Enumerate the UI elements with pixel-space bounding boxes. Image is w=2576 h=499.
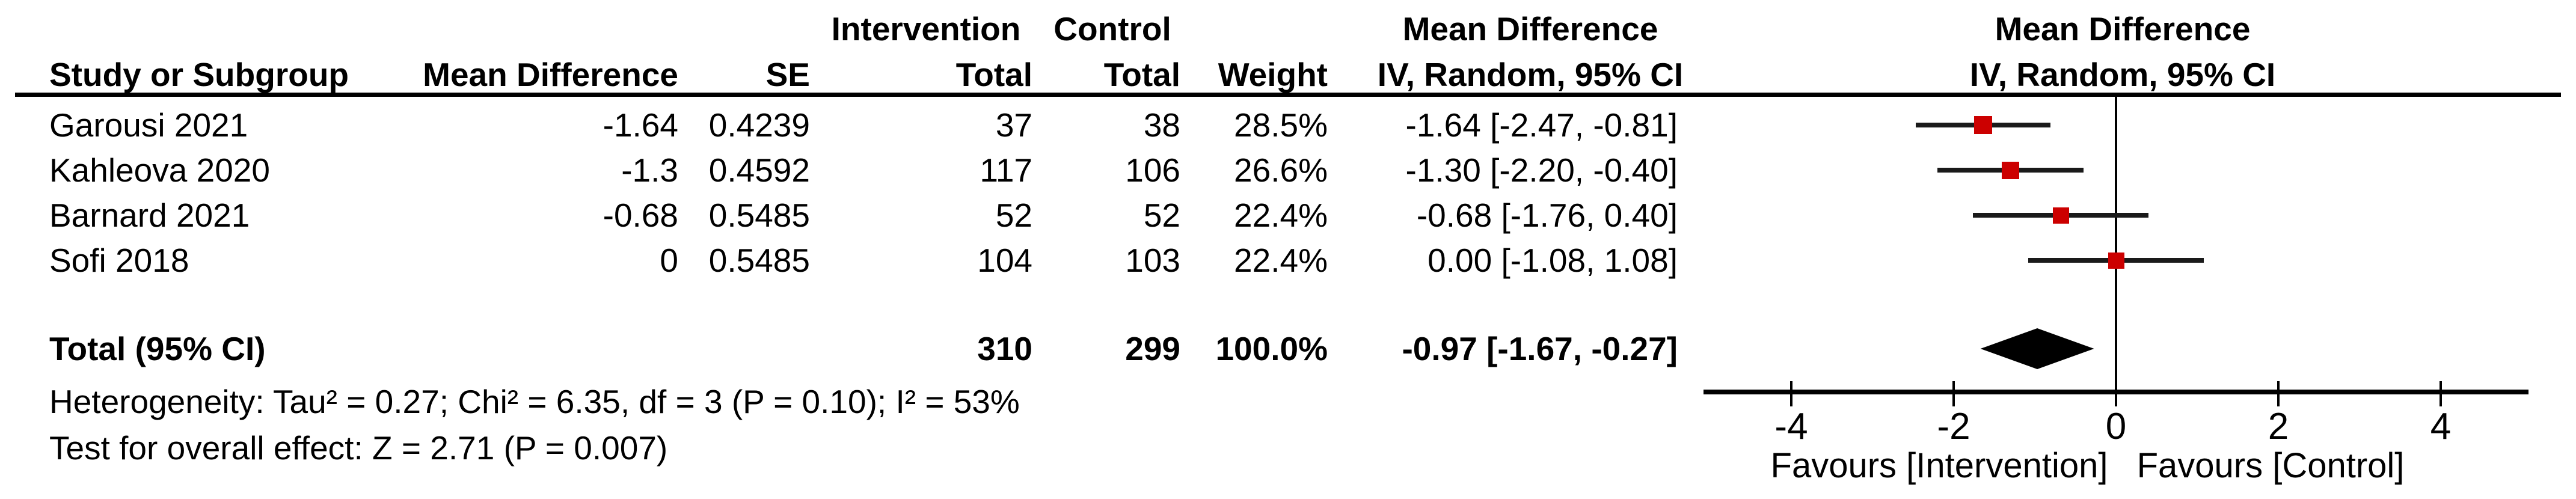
col-header-study: Study or Subgroup	[49, 56, 349, 93]
se-value: 0.5485	[708, 242, 810, 279]
table-row: Barnard 2021 -0.68 0.5485 52 52 22.4% -0…	[0, 198, 2576, 232]
col-header-se: SE	[765, 56, 810, 93]
effect-square	[2108, 252, 2124, 269]
weight-value: 22.4%	[1234, 242, 1328, 279]
col-header-intervention-total: Total	[955, 56, 1032, 93]
control-total-value: 106	[1125, 152, 1180, 189]
intervention-total-value: 117	[980, 152, 1032, 189]
se-value: 0.4239	[708, 106, 810, 144]
total-row: Total (95% CI) 310 299 100.0% -0.97 [-1.…	[0, 332, 2576, 366]
ci-value: -1.64 [-2.47, -0.81]	[1405, 106, 1678, 144]
col-header-control-total: Total	[1103, 56, 1180, 93]
weight-value: 28.5%	[1234, 106, 1328, 144]
mean-difference-value: -1.64	[603, 106, 678, 144]
effect-square	[2052, 207, 2069, 224]
col-header-iv-random-ci-text: IV, Random, 95% CI	[1377, 56, 1684, 93]
intervention-total-value: 37	[995, 106, 1032, 144]
axis-tick-label: 4	[2430, 406, 2452, 447]
column-header-row: Study or Subgroup Mean Difference SE Tot…	[0, 58, 2576, 91]
intervention-total-value: 104	[977, 242, 1032, 279]
total-ci-value: -0.97 [-1.67, -0.27]	[1402, 330, 1678, 367]
col-header-iv-random-ci-plot: IV, Random, 95% CI	[1969, 56, 2276, 93]
weight-value: 26.6%	[1234, 152, 1328, 189]
zero-line	[2115, 97, 2117, 406]
axis-tick-label: 2	[2268, 406, 2289, 447]
mean-difference-value: 0	[660, 242, 678, 279]
axis-tick-label: -2	[1937, 406, 1970, 447]
col-header-weight: Weight	[1218, 56, 1328, 93]
effect-square	[2002, 161, 2019, 179]
se-value: 0.5485	[708, 197, 810, 234]
axis-tick	[1790, 381, 1792, 406]
axis-tick	[2115, 381, 2117, 406]
heterogeneity-note: Heterogeneity: Tau² = 0.27; Chi² = 6.35,…	[49, 383, 1020, 420]
total-weight: 100.0%	[1215, 330, 1328, 367]
effect-square	[1973, 116, 1992, 134]
header-control: Control	[1053, 10, 1171, 47]
study-name: Barnard 2021	[49, 197, 250, 234]
header-intervention: Intervention	[831, 10, 1021, 47]
intervention-total-value: 52	[995, 197, 1032, 234]
mean-difference-value: -1.3	[621, 152, 678, 189]
total-intervention-n: 310	[977, 330, 1032, 367]
axis-tick-label: 0	[2105, 406, 2127, 447]
col-header-mean-difference: Mean Difference	[423, 56, 678, 93]
ci-value: -0.68 [-1.76, 0.40]	[1416, 197, 1678, 234]
mean-difference-value: -0.68	[603, 197, 678, 234]
ci-value: 0.00 [-1.08, 1.08]	[1428, 242, 1678, 279]
table-row: Kahleova 2020 -1.3 0.4592 117 106 26.6% …	[0, 153, 2576, 187]
favours-left-label: Favours [Intervention]	[1770, 446, 2108, 485]
control-total-value: 52	[1143, 197, 1180, 234]
control-total-value: 38	[1143, 106, 1180, 144]
axis-tick	[2440, 381, 2442, 406]
study-name: Garousi 2021	[49, 106, 248, 144]
se-value: 0.4592	[708, 152, 810, 189]
axis-tick	[2277, 381, 2280, 406]
study-name: Kahleova 2020	[49, 152, 270, 189]
table-row: Sofi 2018 0 0.5485 104 103 22.4% 0.00 [-…	[0, 243, 2576, 277]
total-control-n: 299	[1125, 330, 1180, 367]
header-mean-difference-plot: Mean Difference	[1995, 10, 2251, 47]
weight-value: 22.4%	[1234, 197, 1328, 234]
ci-value: -1.30 [-2.20, -0.40]	[1405, 152, 1678, 189]
study-name: Sofi 2018	[49, 242, 189, 279]
header-mean-difference-text: Mean Difference	[1402, 10, 1658, 47]
overall-effect-note: Test for overall effect: Z = 2.71 (P = 0…	[49, 429, 668, 467]
control-total-value: 103	[1125, 242, 1180, 279]
axis-tick	[1952, 381, 1955, 406]
header-underline	[15, 93, 2561, 97]
favours-right-label: Favours [Control]	[2136, 446, 2405, 485]
axis-tick-label: -4	[1774, 406, 1808, 447]
total-label: Total (95% CI)	[49, 330, 266, 367]
table-row: Garousi 2021 -1.64 0.4239 37 38 28.5% -1…	[0, 108, 2576, 142]
